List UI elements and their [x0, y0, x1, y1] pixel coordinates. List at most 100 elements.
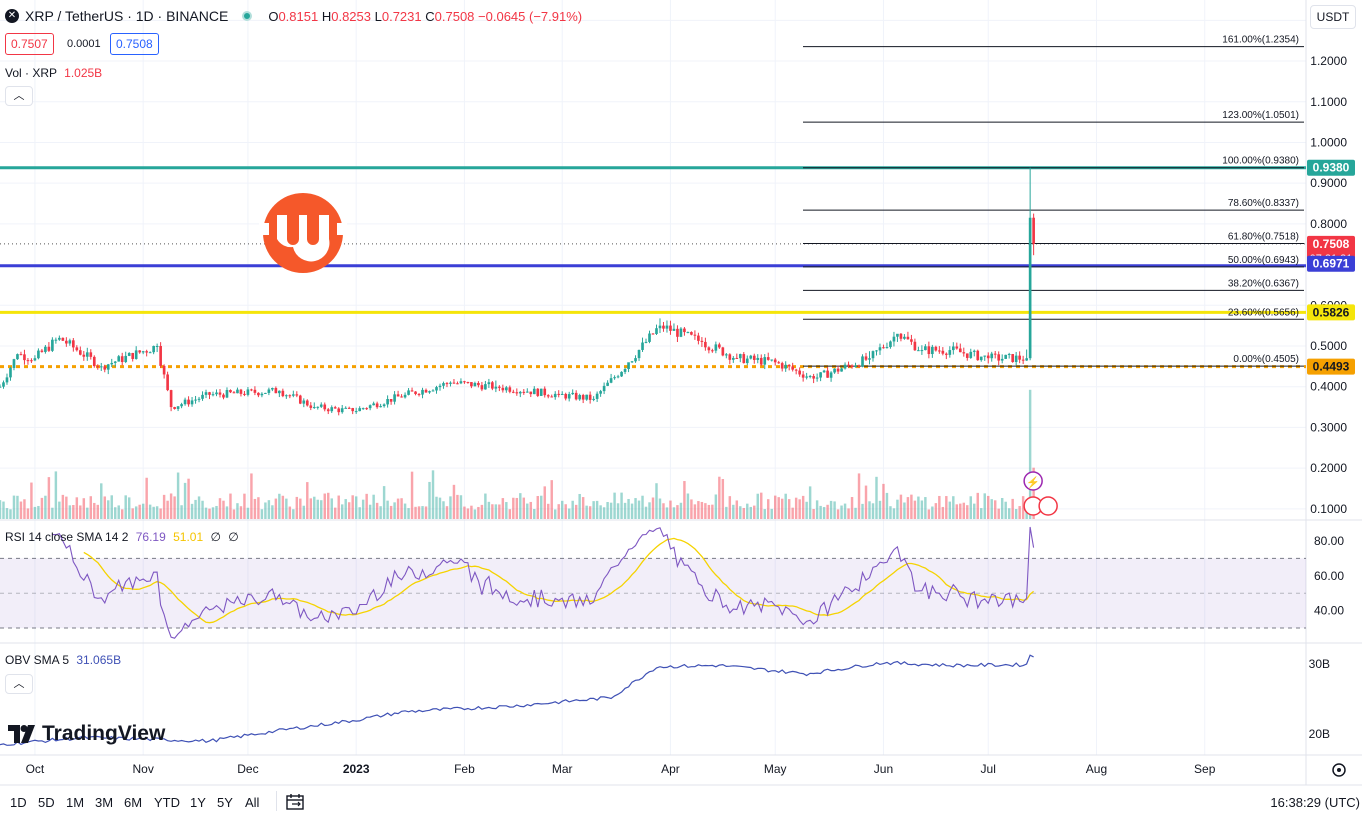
candle-body: [431, 390, 435, 392]
timeframe-ytd[interactable]: YTD: [154, 795, 180, 810]
timeframe-all[interactable]: All: [245, 795, 260, 810]
volume-bar: [47, 477, 51, 519]
candle-body: [704, 341, 707, 348]
volume-bar: [96, 504, 99, 519]
candle-body: [344, 407, 348, 409]
close-icon[interactable]: ✕: [5, 9, 19, 23]
candle-body: [162, 365, 166, 375]
volume-bar: [393, 502, 396, 519]
candle-body: [236, 389, 239, 394]
timeframe-1d[interactable]: 1D: [10, 795, 27, 810]
volume-bar: [882, 483, 885, 519]
candle-body: [613, 377, 616, 379]
candle-body: [340, 408, 344, 413]
gear-icon[interactable]: [1332, 763, 1346, 777]
candle-body: [791, 366, 795, 370]
volume-bar: [543, 486, 546, 519]
volume-bar: [306, 482, 309, 519]
calendar-range-icon[interactable]: [286, 793, 306, 811]
volume-bar: [1032, 467, 1035, 519]
volume-bar: [651, 497, 655, 519]
timeframe-1y[interactable]: 1Y: [190, 795, 206, 810]
candle-body: [756, 357, 760, 360]
candle-body: [742, 354, 746, 364]
volume-bar: [445, 506, 449, 519]
candle-body: [843, 364, 847, 369]
volume-bar: [452, 484, 456, 519]
candle-body: [648, 333, 651, 342]
candle-body: [260, 393, 264, 396]
rsi-line: [52, 526, 1035, 639]
currency-selector[interactable]: USDT: [1310, 5, 1356, 29]
volume-bar: [72, 505, 75, 519]
volume-bar: [239, 506, 243, 519]
time-axis-tick: Mar: [552, 762, 573, 776]
level-badge-04493-text: 0.4493: [1313, 360, 1350, 374]
candle-body: [414, 391, 417, 395]
volume-bar: [253, 498, 257, 519]
candle-body: [669, 325, 672, 331]
ask-price-button[interactable]: 0.7508: [110, 33, 159, 55]
market-status-icon[interactable]: [242, 11, 253, 21]
volume-bar: [906, 497, 910, 519]
volume-bar: [990, 499, 993, 519]
volume-bar: [292, 509, 295, 519]
time-axis-tick: Jun: [874, 762, 893, 776]
volume-bar: [334, 507, 337, 519]
volume-bar: [218, 498, 222, 519]
candle-body: [557, 393, 561, 395]
volume-bar: [16, 495, 19, 519]
candle-body: [82, 354, 86, 357]
timeframe-5d[interactable]: 5D: [38, 795, 55, 810]
candle-body: [955, 346, 959, 349]
volume-bar: [347, 502, 351, 519]
volume-bar: [770, 508, 773, 519]
candle-body: [5, 377, 9, 383]
candle-body: [484, 384, 487, 390]
candle-body: [543, 388, 547, 396]
timeframe-1m[interactable]: 1M: [66, 795, 85, 810]
volume-bar: [760, 492, 763, 519]
timeframe-5y[interactable]: 5Y: [217, 795, 233, 810]
candle-body: [281, 390, 285, 397]
candle-body: [745, 358, 749, 364]
candle-body: [784, 364, 788, 369]
symbol-title[interactable]: XRP / TetherUS · 1D · BINANCE: [25, 8, 229, 24]
volume-bar: [707, 504, 711, 519]
volume-bar: [389, 505, 393, 519]
volume-bar: [187, 478, 190, 519]
collapse-legend-button[interactable]: ︿: [5, 86, 33, 106]
volume-bar: [267, 500, 271, 519]
volume-bar: [924, 497, 927, 519]
collapse-obv-button[interactable]: ︿: [5, 674, 33, 694]
candle-body: [72, 340, 75, 348]
volume-bar: [501, 498, 505, 519]
timeframe-6m[interactable]: 6M: [124, 795, 143, 810]
candle-body: [218, 392, 222, 395]
candle-body: [522, 391, 526, 393]
volume-bar: [784, 493, 787, 519]
volume-bar: [166, 500, 169, 519]
candle-body: [829, 372, 833, 378]
obv-axis-tick: 30B: [1309, 657, 1330, 671]
bid-price-button[interactable]: 0.7507: [5, 33, 54, 55]
price-axis-tick: 1.2000: [1310, 54, 1347, 68]
volume-bar: [714, 494, 718, 519]
candle-body: [194, 399, 197, 401]
volume-bar: [993, 500, 997, 519]
volume-bar: [89, 496, 93, 519]
time-axis-tick: May: [764, 762, 787, 776]
timeframe-3m[interactable]: 3M: [95, 795, 114, 810]
candle-body: [700, 340, 704, 342]
candle-body: [620, 371, 623, 377]
volume-bar: [983, 493, 986, 519]
candle-body: [721, 347, 725, 356]
candle-body: [759, 357, 763, 365]
candle-body: [298, 395, 302, 404]
clock-display[interactable]: 16:38:29 (UTC): [1270, 795, 1360, 810]
volume-bar: [435, 496, 438, 519]
candle-body: [152, 346, 155, 353]
volume-bar: [438, 497, 442, 519]
candle-body: [627, 362, 630, 369]
